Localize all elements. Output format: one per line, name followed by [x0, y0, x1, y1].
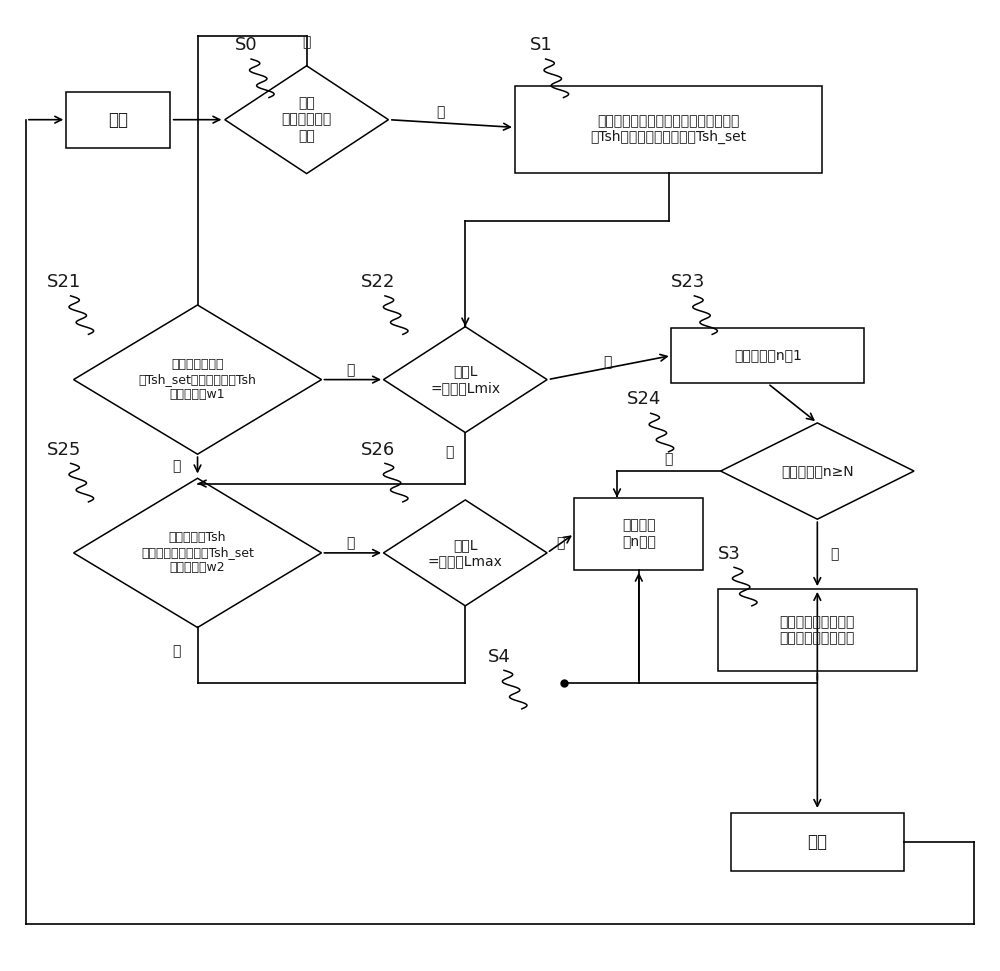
Text: 根据该判断结果输出
控制信号至执行机构: 根据该判断结果输出 控制信号至执行机构 — [780, 615, 855, 645]
Text: 否: 否 — [445, 445, 453, 459]
Text: 开度L
=最小値Lmax: 开度L =最小値Lmax — [428, 538, 503, 568]
FancyBboxPatch shape — [66, 92, 170, 148]
Text: 预设的过热度阙
値Tsh_set－实际过热度Tsh
＞第一定値w1: 预设的过热度阙 値Tsh_set－实际过热度Tsh ＞第一定値w1 — [139, 358, 256, 401]
Text: S22: S22 — [361, 273, 396, 291]
Text: S1: S1 — [530, 36, 552, 54]
Text: S24: S24 — [627, 390, 661, 409]
FancyBboxPatch shape — [718, 589, 916, 671]
FancyBboxPatch shape — [731, 813, 904, 871]
Text: 是: 是 — [346, 363, 354, 377]
Text: 是: 是 — [830, 547, 839, 561]
Text: 否: 否 — [172, 459, 181, 473]
Text: 是: 是 — [603, 355, 611, 369]
Text: 开始: 开始 — [108, 111, 128, 129]
Text: S3: S3 — [718, 545, 741, 562]
Text: 获取电子膨胀阀的当前开度、实际过热
度Tsh及预设的过热度阙値Tsh_set: 获取电子膨胀阀的当前开度、实际过热 度Tsh及预设的过热度阙値Tsh_set — [591, 115, 747, 145]
Text: 是: 是 — [302, 36, 311, 50]
Text: 结束: 结束 — [807, 833, 827, 851]
Text: 实际过热度Tsh
－预设的过热度阙値Tsh_set
＞第二定値w2: 实际过热度Tsh －预设的过热度阙値Tsh_set ＞第二定値w2 — [141, 531, 254, 575]
Polygon shape — [721, 423, 914, 519]
FancyBboxPatch shape — [515, 86, 822, 173]
Polygon shape — [383, 326, 547, 432]
Text: 否: 否 — [665, 452, 673, 466]
Text: 开度L
=最小値Lmix: 开度L =最小値Lmix — [430, 364, 500, 394]
Text: 是: 是 — [346, 536, 354, 551]
FancyBboxPatch shape — [671, 327, 864, 384]
Text: S23: S23 — [671, 273, 705, 291]
Polygon shape — [74, 479, 322, 627]
Text: 阀出错次数n加1: 阀出错次数n加1 — [734, 349, 802, 362]
Polygon shape — [383, 500, 547, 606]
Text: 否: 否 — [436, 105, 445, 119]
Text: 否: 否 — [172, 645, 181, 658]
Text: S26: S26 — [361, 441, 395, 458]
Text: S4: S4 — [488, 648, 511, 665]
Text: 阀出错次数n≥N: 阀出错次数n≥N — [781, 464, 854, 478]
FancyBboxPatch shape — [574, 497, 703, 570]
Text: 是: 是 — [557, 536, 565, 551]
Text: S25: S25 — [47, 441, 81, 458]
Text: 是否
处于极限工况
范围: 是否 处于极限工况 范围 — [282, 96, 332, 143]
Text: S0: S0 — [235, 36, 258, 54]
Text: S21: S21 — [47, 273, 81, 291]
Text: 阀出错次
数n清零: 阀出错次 数n清零 — [622, 519, 656, 549]
Polygon shape — [225, 66, 388, 174]
Polygon shape — [74, 305, 322, 454]
